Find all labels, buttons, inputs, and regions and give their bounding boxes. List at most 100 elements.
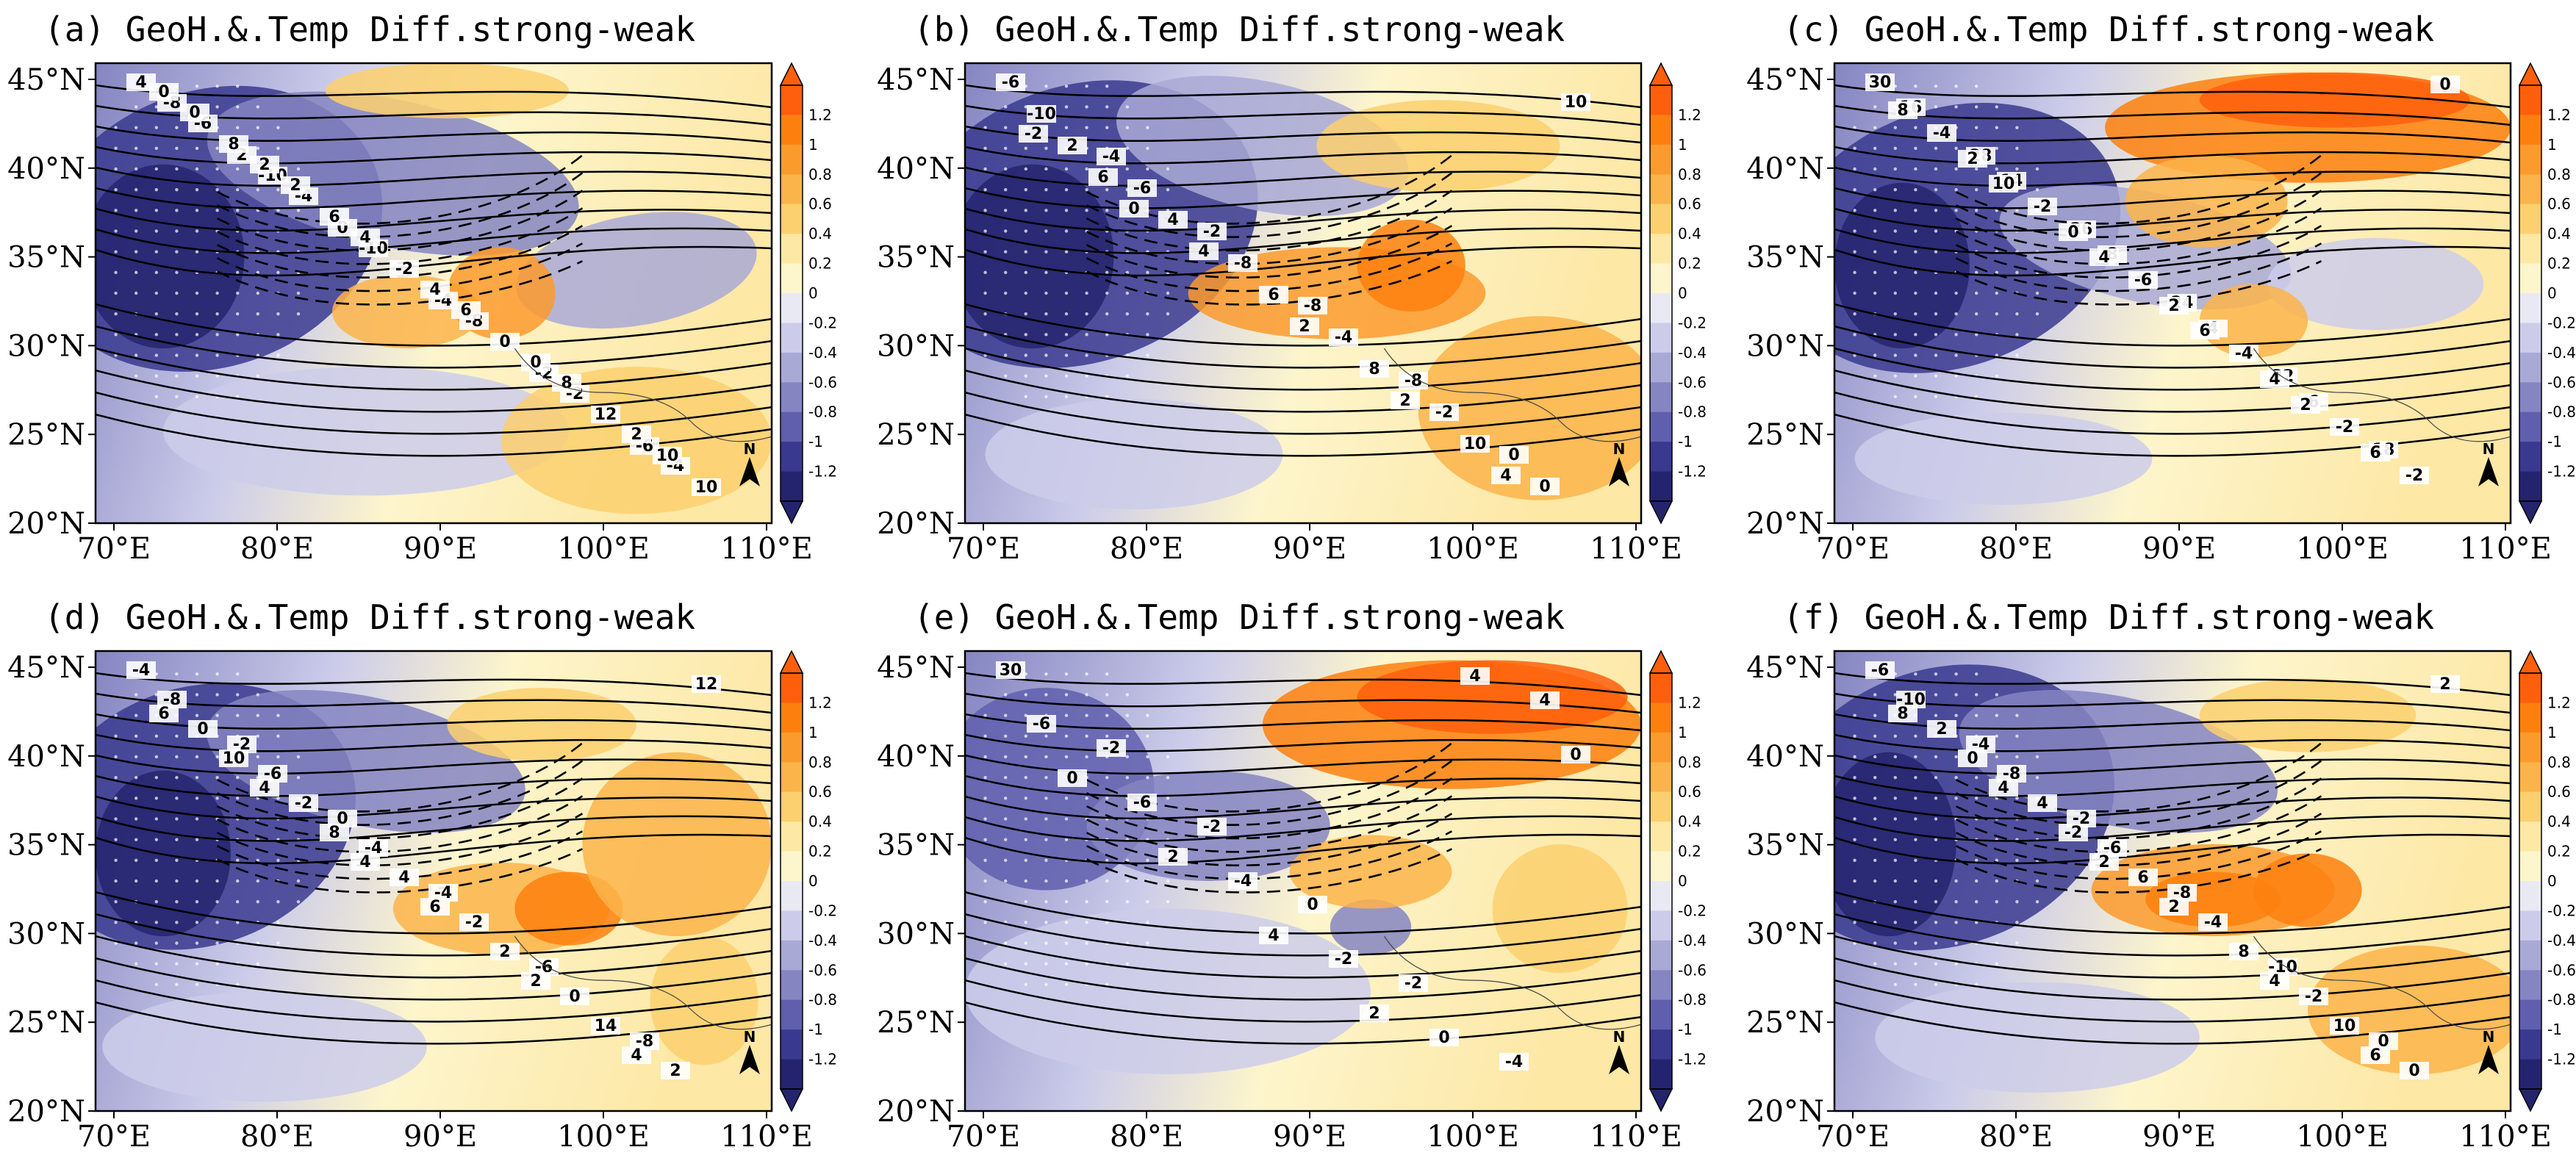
map-field: 3028262422181614846-2-4-2-6-4-2020246810… — [1834, 63, 2511, 523]
colorbar-label: 0.8 — [1678, 165, 1701, 183]
lat-tick-label: 20°N — [1746, 1095, 1824, 1129]
colorbar-label: -1 — [2547, 433, 2562, 450]
contour-label: 2 — [2159, 297, 2189, 315]
svg-text:8: 8 — [1897, 101, 1908, 120]
colorbar-label: -1.2 — [1678, 463, 1707, 481]
colorbar-label: 0.6 — [808, 783, 832, 801]
map-frame — [94, 62, 773, 525]
colorbar-swatch — [781, 174, 803, 205]
lon-tick-label: 80°E — [1110, 532, 1183, 566]
panel-title: (c) GeoH.&.Temp Diff.strong-weak — [1783, 10, 2434, 49]
contour-label: -2 — [2059, 824, 2088, 842]
svg-text:-2: -2 — [2034, 198, 2051, 216]
shading-patch — [2267, 237, 2484, 331]
colorbar-label: 1 — [1678, 136, 1687, 154]
colorbar-label: -0.2 — [808, 314, 837, 331]
colorbar-label: 1.2 — [808, 694, 832, 711]
svg-text:2: 2 — [2439, 675, 2450, 694]
contour-label: 6 — [149, 705, 179, 723]
colorbar-swatch — [2519, 673, 2541, 703]
shading-patch — [325, 63, 569, 119]
lat-tick-label: 40°N — [1746, 152, 1824, 186]
colorbar-swatch — [1650, 352, 1672, 383]
svg-text:2: 2 — [499, 943, 510, 961]
shading-patch — [207, 91, 579, 256]
contour-label: -8 — [1399, 372, 1428, 390]
contour-label: 10 — [692, 478, 721, 497]
svg-text:-2: -2 — [1102, 739, 1120, 758]
svg-text:0: 0 — [1438, 1029, 1449, 1047]
svg-text:0: 0 — [1508, 446, 1519, 464]
svg-text:-2: -2 — [1335, 950, 1352, 968]
lon-tick-label: 110°E — [1590, 1120, 1682, 1154]
contour-label: -6 — [1027, 715, 1056, 733]
shading-patch — [2199, 678, 2417, 752]
lon-tick-label: 80°E — [1979, 532, 2053, 566]
lat-tick-label: 35°N — [877, 241, 955, 275]
svg-text:8: 8 — [1368, 360, 1380, 378]
lon-tick-label: 70°E — [77, 532, 151, 566]
colorbar: 1.2 1 0.8 0.6 0.4 0.2 0 -0.2 -0.4 -0.6 -0.8 -1 -1.2 — [1648, 650, 1707, 1112]
colorbar-swatch — [1650, 940, 1672, 971]
colorbar-swatch — [1650, 411, 1672, 442]
colorbar-swatch — [1650, 471, 1672, 502]
svg-text:6: 6 — [329, 208, 340, 226]
svg-text:-2: -2 — [1203, 223, 1221, 241]
colorbar-swatch — [2519, 762, 2541, 793]
contour-label: 8 — [552, 374, 581, 392]
colorbar: 1.2 1 0.8 0.6 0.4 0.2 0 -0.2 -0.4 -0.6 -0.8 -1 -1.2 — [779, 62, 837, 525]
contour-label: -2 — [1019, 125, 1048, 143]
svg-text:10: 10 — [223, 749, 245, 768]
shading-patch — [2308, 945, 2511, 1074]
colorbar-swatch — [2519, 702, 2541, 733]
colorbar-label: -0.2 — [2547, 314, 2576, 331]
significance-dots — [1853, 85, 2039, 399]
svg-text:-2: -2 — [2064, 824, 2082, 842]
svg-text:-10: -10 — [1027, 105, 1056, 123]
map-frame — [964, 650, 1643, 1112]
lat-tick-label: 35°N — [1746, 241, 1824, 275]
colorbar-swatch — [781, 442, 803, 472]
svg-text:2: 2 — [259, 156, 270, 174]
colorbar-swatch — [1650, 702, 1672, 733]
svg-text:4: 4 — [2098, 248, 2109, 267]
colorbar-label: 0.4 — [808, 225, 832, 242]
panel-f: (f) GeoH.&.Temp Diff.strong-weak-6-4-2-8… — [1746, 597, 2576, 1154]
lat-tick-label: 25°N — [7, 1006, 85, 1040]
contour-label: -6 — [1127, 794, 1157, 812]
contours — [96, 672, 772, 1045]
colorbar-swatch — [1650, 1029, 1672, 1060]
colorbar-label: 0.6 — [1678, 783, 1701, 801]
colorbar-swatch — [1650, 851, 1672, 882]
colorbar-swatch — [2519, 910, 2541, 941]
colorbar-swatch — [2519, 382, 2541, 413]
coastline — [2253, 935, 2511, 1030]
contour-label: -4 — [1097, 148, 1126, 166]
colorbar-swatch — [1650, 293, 1672, 323]
map-frame — [94, 650, 773, 1112]
contour-label: -4 — [2198, 913, 2228, 932]
lat-tick-label: 45°N — [7, 651, 85, 685]
colorbar: 1.2 1 0.8 0.6 0.4 0.2 0 -0.2 -0.4 -0.6 -0.8 -1 -1.2 — [2518, 62, 2576, 525]
lon-tick-label: 90°E — [403, 532, 477, 566]
north-arrow: N — [739, 440, 760, 486]
contour-label: 2 — [1360, 1004, 1389, 1023]
lat-tick-label: 20°N — [1746, 507, 1824, 541]
svg-text:2: 2 — [1967, 150, 1978, 168]
colorbar-label: 1.2 — [1678, 694, 1701, 711]
lat-tick-label: 30°N — [7, 917, 85, 951]
colorbar-label: -0.4 — [2547, 344, 2576, 362]
svg-text:2: 2 — [2168, 297, 2179, 315]
lat-tick-label: 40°N — [877, 152, 955, 186]
svg-text:8: 8 — [1897, 705, 1908, 723]
contour-label: 6 — [2128, 869, 2158, 887]
svg-text:0: 0 — [2408, 1062, 2419, 1080]
contour-label: 6 — [451, 301, 481, 320]
coastline — [1383, 935, 1641, 1030]
contour-label: 0 — [1530, 478, 1560, 496]
svg-text:4: 4 — [429, 281, 440, 299]
svg-text:2: 2 — [670, 1062, 681, 1080]
colorbar-swatch — [2519, 411, 2541, 442]
contour-label: 4 — [1460, 667, 1490, 686]
